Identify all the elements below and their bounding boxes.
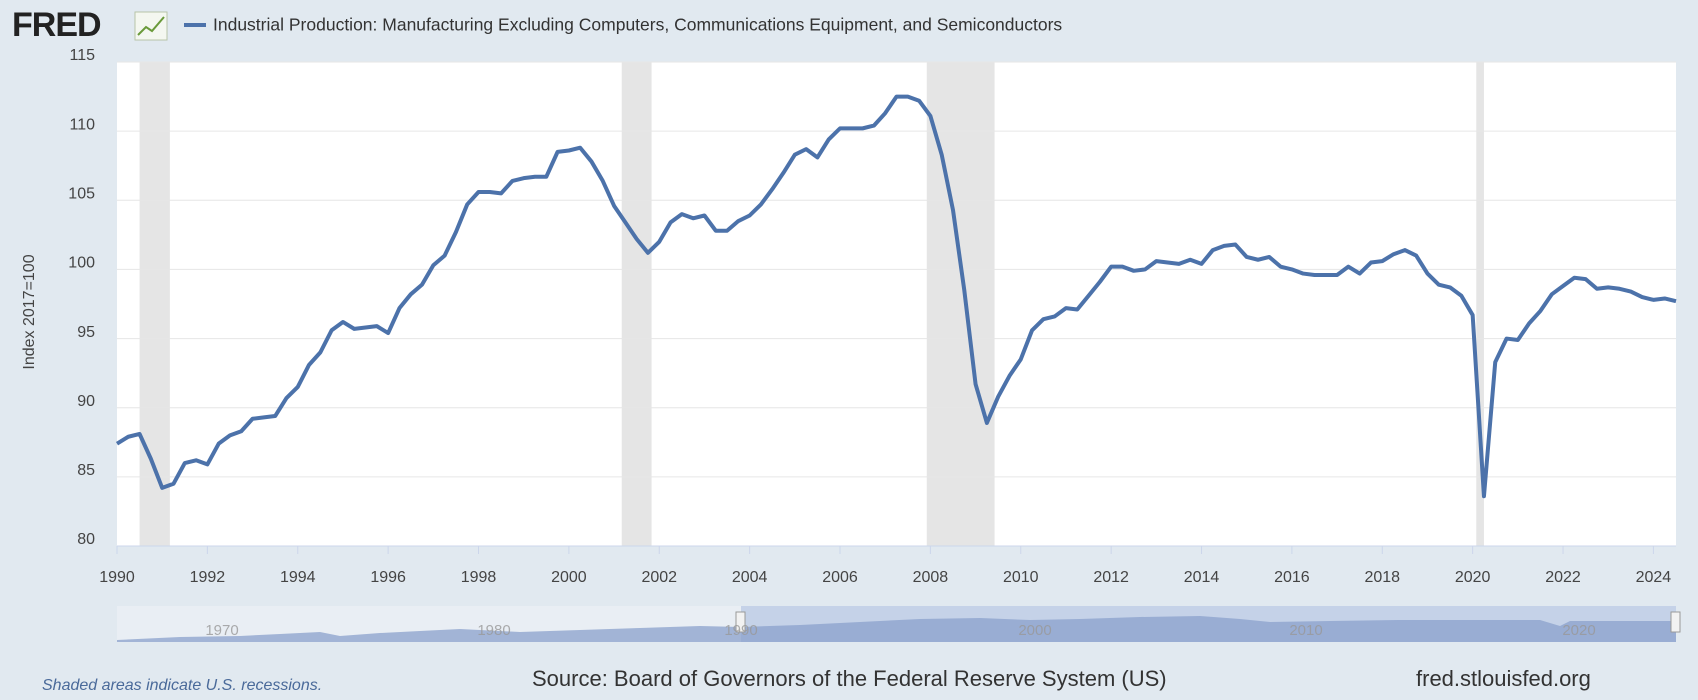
x-tick-label: 2018 <box>1364 569 1400 586</box>
navigator-handle[interactable] <box>735 611 746 633</box>
x-tick-label: 2014 <box>1184 569 1220 586</box>
x-tick-label: 2020 <box>1455 569 1491 586</box>
logo-icon <box>134 11 168 41</box>
y-tick-label: 105 <box>68 186 95 203</box>
x-tick-label: 2016 <box>1274 569 1310 586</box>
recession-band <box>621 62 652 546</box>
series <box>115 94 1677 499</box>
x-tick-label: 2008 <box>913 569 949 586</box>
navigator-label: 1990 <box>724 622 757 639</box>
navigator[interactable] <box>117 606 1681 642</box>
recession-note: Shaded areas indicate U.S. recessions. <box>42 677 322 694</box>
navigator-area <box>117 616 1676 642</box>
navigator-label: 1980 <box>477 622 510 639</box>
x-tick-label: 2012 <box>1093 569 1129 586</box>
navigator-label: 2010 <box>1289 622 1322 639</box>
x-tick-label: 2022 <box>1545 569 1581 586</box>
plot-area <box>117 62 1676 546</box>
site[interactable]: fred.stlouisfed.org <box>1416 666 1591 691</box>
x-tick-label: 1996 <box>370 569 406 586</box>
navigator-label: 2000 <box>1018 622 1051 639</box>
x-tick-label: 1990 <box>99 569 135 586</box>
x-tick-label: 2000 <box>551 569 587 586</box>
series-line <box>115 94 1677 499</box>
x-tick-label: 1998 <box>461 569 497 586</box>
navigator-handle[interactable] <box>1670 611 1681 633</box>
navigator-label: 1970 <box>205 622 238 639</box>
x-tick-label: 2010 <box>1003 569 1039 586</box>
legend-label: Industrial Production: Manufacturing Exc… <box>213 15 1062 35</box>
x-tick-label: 1994 <box>280 569 316 586</box>
navigator-labels: 1970 1980 1990 2000 2010 2020 <box>205 622 1595 639</box>
y-tick-label: 110 <box>69 116 95 133</box>
source: Source: Board of Governors of the Federa… <box>532 666 1167 691</box>
y-tick-label: 80 <box>77 531 95 548</box>
y-axis-label: Index 2017=100 <box>21 254 38 369</box>
navigator-label: 2020 <box>1562 622 1595 639</box>
y-tick-label: 100 <box>68 255 95 272</box>
y-tick-label: 85 <box>77 462 95 479</box>
y-tick-label: 115 <box>69 47 95 64</box>
grid: 80 85 90 95 100 105 110 115 1990 1992 1994 1996 1998… <box>68 47 1676 586</box>
y-tick-label: 95 <box>77 324 95 341</box>
x-tick-label: 2024 <box>1636 569 1672 586</box>
x-tick-label: 1992 <box>190 569 226 586</box>
x-tick-label: 2004 <box>732 569 768 586</box>
y-tick-label: 90 <box>77 393 95 410</box>
logo[interactable]: FRED <box>12 6 102 44</box>
recession-band <box>1476 62 1484 546</box>
x-tick-label: 2006 <box>822 569 858 586</box>
x-tick-label: 2002 <box>641 569 677 586</box>
